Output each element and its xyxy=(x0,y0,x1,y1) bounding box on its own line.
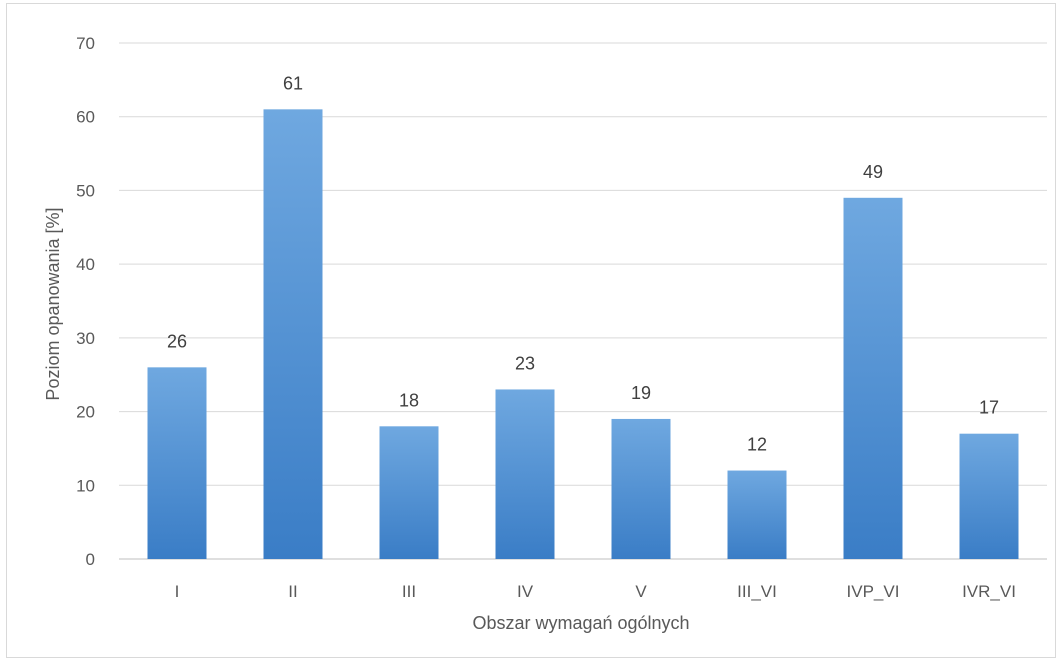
x-tick-label: IVP_VI xyxy=(847,582,900,601)
y-tick-label: 50 xyxy=(76,181,95,200)
gridlines xyxy=(119,42,1047,560)
chart-frame: 0 10 20 30 40 50 60 70 26 61 18 23 19 12 49 17 I II III I… xyxy=(6,3,1056,658)
x-tick-label: I xyxy=(175,582,180,601)
bar-ivp-vi xyxy=(843,197,903,560)
data-label: 18 xyxy=(399,390,419,410)
y-axis-ticks: 0 10 20 30 40 50 60 70 xyxy=(76,34,95,569)
y-tick-label: 30 xyxy=(76,329,95,348)
bar-i xyxy=(147,367,207,559)
x-tick-label: IV xyxy=(517,582,534,601)
x-tick-label: IVR_VI xyxy=(962,582,1016,601)
x-tick-label: III xyxy=(402,582,416,601)
data-label: 23 xyxy=(515,353,535,373)
data-label: 17 xyxy=(979,398,999,418)
x-axis-title: Obszar wymagań ogólnych xyxy=(472,613,689,633)
bar-ivr-vi xyxy=(959,433,1019,559)
data-label: 61 xyxy=(283,73,303,93)
y-tick-label: 60 xyxy=(76,108,95,127)
y-tick-label: 0 xyxy=(86,550,95,569)
x-tick-label: V xyxy=(635,582,647,601)
bar-iii-vi xyxy=(727,470,787,559)
y-tick-label: 10 xyxy=(76,476,95,495)
bar-ii xyxy=(263,109,323,559)
bar-iii xyxy=(379,426,439,559)
y-tick-label: 20 xyxy=(76,403,95,422)
data-label: 12 xyxy=(747,435,767,455)
x-tick-label: III_VI xyxy=(737,582,777,601)
bar-v xyxy=(611,418,671,559)
bars xyxy=(147,109,1019,560)
bar-iv xyxy=(495,389,555,559)
y-tick-label: 70 xyxy=(76,34,95,53)
x-axis-ticks: I II III IV V III_VI IVP_VI IVR_VI xyxy=(175,582,1016,601)
data-labels: 26 61 18 23 19 12 49 17 xyxy=(167,73,999,454)
data-label: 49 xyxy=(863,162,883,182)
x-tick-label: II xyxy=(288,582,297,601)
data-label: 26 xyxy=(167,331,187,351)
data-label: 19 xyxy=(631,383,651,403)
y-axis-title: Poziom opanowania [%] xyxy=(43,207,63,400)
y-tick-label: 40 xyxy=(76,255,95,274)
